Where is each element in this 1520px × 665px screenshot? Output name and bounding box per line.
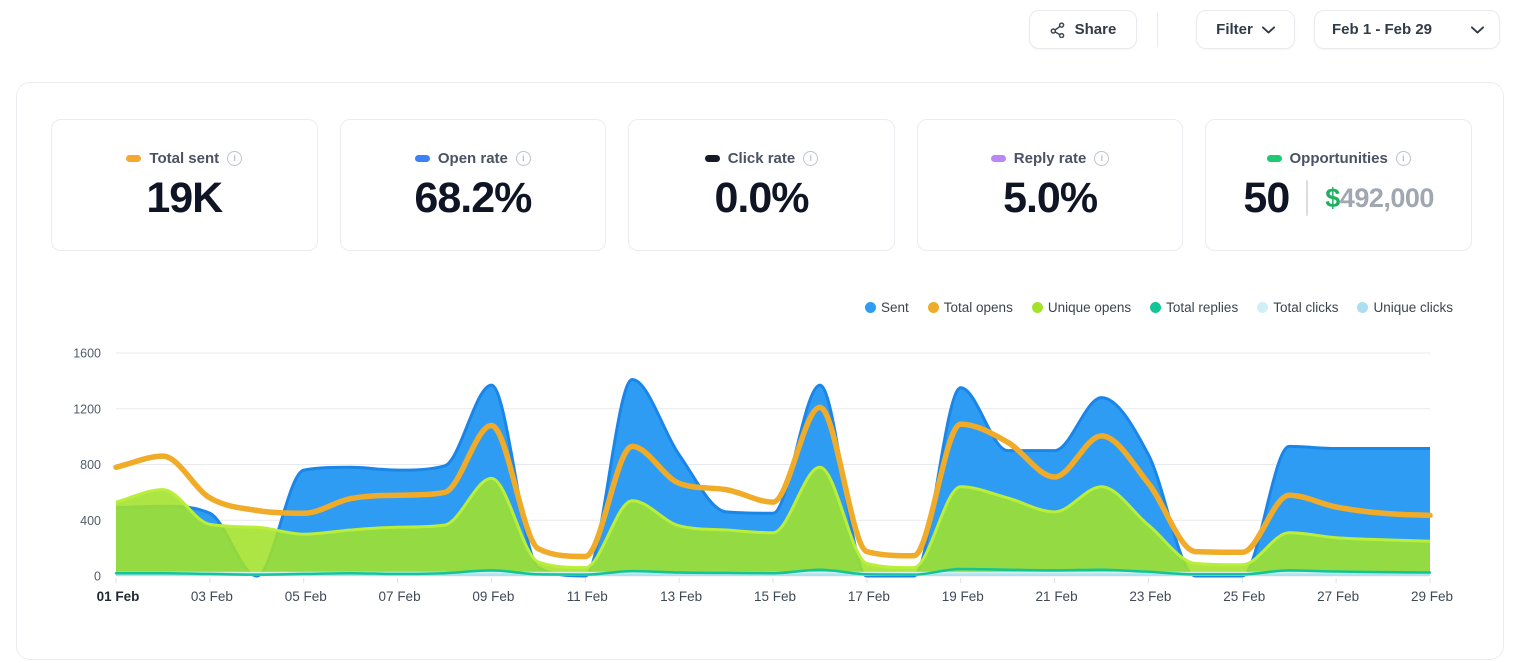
stat-label: Total sent: [149, 149, 220, 167]
chevron-down-icon: [1471, 25, 1484, 34]
stat-cards-row: Total sent i 19K Open rate i 68.2% Click rate i…: [51, 119, 1472, 251]
stat-color-pill: [704, 154, 720, 162]
stat-card-reply-rate: Reply rate i 5.0%: [916, 119, 1184, 251]
legend-item-sent[interactable]: Sent: [864, 300, 909, 315]
svg-text:400: 400: [80, 514, 101, 528]
stat-label: Open rate: [437, 149, 508, 167]
svg-text:17 Feb: 17 Feb: [848, 589, 890, 604]
svg-text:15 Feb: 15 Feb: [754, 589, 796, 604]
legend-label: Total opens: [943, 300, 1013, 315]
header-divider: [1157, 12, 1158, 47]
svg-text:13 Feb: 13 Feb: [660, 589, 702, 604]
legend-item-unique-clicks[interactable]: Unique clicks: [1357, 300, 1453, 315]
legend-dot: [1150, 302, 1162, 313]
stat-color-pill: [1266, 154, 1282, 162]
stat-value: 5.0%: [1003, 173, 1098, 222]
legend-label: Unique opens: [1047, 300, 1132, 315]
stat-label: Click rate: [727, 149, 796, 167]
svg-text:23 Feb: 23 Feb: [1129, 589, 1171, 604]
svg-text:05 Feb: 05 Feb: [285, 589, 327, 604]
svg-text:19 Feb: 19 Feb: [942, 589, 984, 604]
analytics-panel: Total sent i 19K Open rate i 68.2% Click rate i…: [16, 82, 1504, 660]
legend-label: Sent: [880, 300, 909, 315]
date-range-button[interactable]: Feb 1 - Feb 29: [1314, 10, 1500, 49]
svg-text:1200: 1200: [73, 402, 101, 416]
legend-dot: [927, 302, 939, 313]
legend-item-total-clicks[interactable]: Total clicks: [1257, 300, 1338, 315]
legend-dot: [1031, 302, 1043, 313]
share-button[interactable]: Share: [1029, 10, 1137, 49]
opportunities-amount: $492,000: [1325, 182, 1434, 213]
svg-text:11 Feb: 11 Feb: [567, 589, 608, 604]
date-range-label: Feb 1 - Feb 29: [1332, 21, 1433, 38]
info-icon[interactable]: i: [515, 150, 531, 166]
stat-value: 68.2%: [414, 173, 532, 222]
info-icon[interactable]: i: [227, 150, 243, 166]
chevron-down-icon: [1261, 25, 1275, 34]
svg-text:1600: 1600: [73, 347, 101, 361]
info-icon[interactable]: i: [803, 150, 819, 166]
svg-text:07 Feb: 07 Feb: [379, 589, 421, 604]
legend-label: Unique clicks: [1373, 300, 1453, 315]
share-icon: [1050, 21, 1066, 38]
svg-text:03 Feb: 03 Feb: [191, 589, 233, 604]
stat-card-total-sent: Total sent i 19K: [51, 119, 318, 251]
stat-value: 0.0%: [714, 173, 809, 222]
legend-dot: [1257, 302, 1269, 313]
chart-legend: Sent Total opens Unique opens Total replies…: [864, 300, 1453, 315]
stat-color-pill: [414, 154, 430, 162]
stat-card-click-rate: Click rate i 0.0%: [628, 119, 895, 251]
svg-text:01 Feb: 01 Feb: [97, 589, 140, 604]
stat-label: Opportunities: [1289, 149, 1388, 167]
stat-card-opportunities: Opportunities i 50 $492,000: [1205, 119, 1472, 251]
value-divider: [1306, 180, 1309, 216]
svg-text:0: 0: [94, 570, 101, 584]
svg-text:21 Feb: 21 Feb: [1036, 589, 1078, 604]
legend-item-total-replies[interactable]: Total replies: [1150, 300, 1238, 315]
svg-text:29 Feb: 29 Feb: [1411, 589, 1453, 604]
filter-button[interactable]: Filter: [1196, 10, 1295, 49]
stat-value: 19K: [146, 173, 223, 222]
svg-text:800: 800: [80, 458, 101, 472]
legend-dot: [1357, 302, 1369, 313]
legend-dot: [864, 302, 876, 313]
info-icon[interactable]: i: [1395, 150, 1411, 166]
filter-button-label: Filter: [1216, 21, 1253, 38]
legend-label: Total clicks: [1273, 300, 1339, 315]
svg-text:27 Feb: 27 Feb: [1317, 589, 1359, 604]
info-icon[interactable]: i: [1094, 150, 1110, 166]
header-actions: Share Filter Feb 1 - Feb 29: [1029, 10, 1500, 49]
stat-card-open-rate: Open rate i 68.2%: [339, 119, 607, 251]
legend-label: Total replies: [1166, 300, 1239, 315]
stat-value: 50: [1243, 173, 1290, 222]
share-button-label: Share: [1074, 21, 1117, 38]
svg-text:09 Feb: 09 Feb: [472, 589, 514, 604]
stat-label: Reply rate: [1013, 149, 1087, 167]
stat-color-pill: [990, 154, 1006, 162]
stat-color-pill: [126, 154, 142, 162]
svg-text:25 Feb: 25 Feb: [1223, 589, 1265, 604]
legend-item-unique-opens[interactable]: Unique opens: [1031, 300, 1132, 315]
legend-item-total-opens[interactable]: Total opens: [927, 300, 1013, 315]
campaign-area-chart[interactable]: 0 400 800 1200 1600 01 Feb 03 Feb 05 Feb 07 Feb 0…: [17, 331, 1505, 631]
